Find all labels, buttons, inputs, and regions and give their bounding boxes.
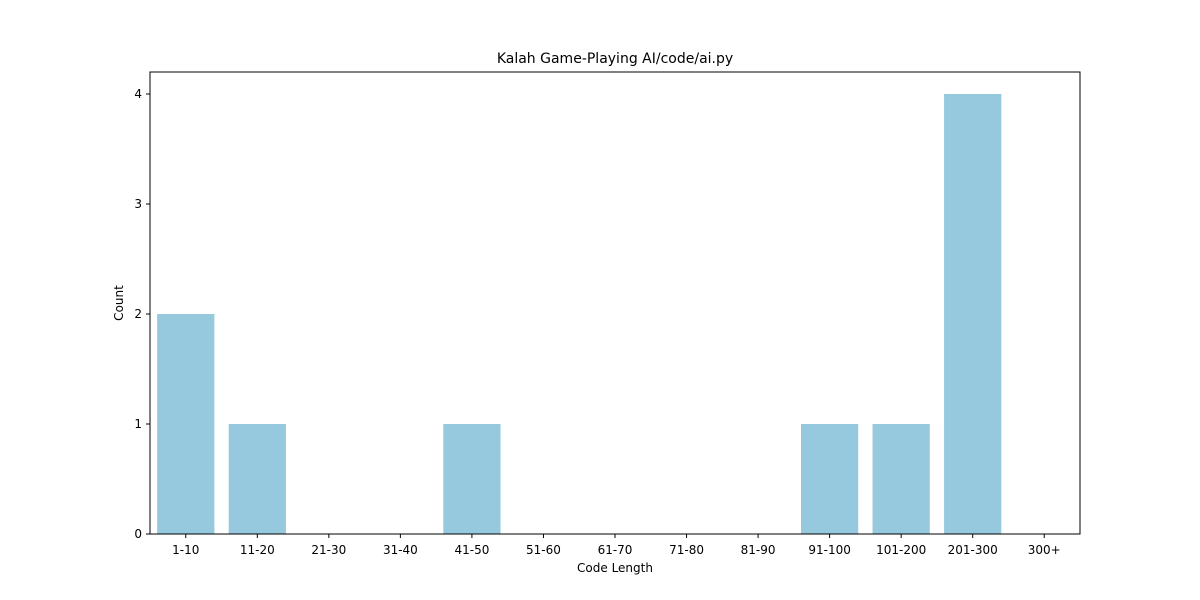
y-axis-label: Count [112,285,126,321]
x-tick-label: 31-40 [383,543,418,557]
bar-1-10 [157,314,215,534]
bar-201-300 [944,94,1002,534]
bars-group [157,94,1002,534]
x-tick-label: 71-80 [669,543,704,557]
x-tick-label: 11-20 [240,543,275,557]
x-axis-ticks: 1-10 11-20 21-30 31-40 41-50 51-60 61-70 71-80 8… [172,534,1061,557]
y-tick-label: 2 [134,307,142,321]
bar-101-200 [872,424,930,534]
x-tick-label: 41-50 [454,543,489,557]
x-tick-label: 201-300 [948,543,998,557]
x-tick-label: 91-100 [808,543,851,557]
x-axis-label: Code Length [577,561,653,575]
x-tick-label: 300+ [1028,543,1061,557]
chart-title: Kalah Game-Playing AI/code/ai.py [497,51,733,67]
x-tick-label: 81-90 [741,543,776,557]
bar-91-100 [801,424,859,534]
y-tick-label: 1 [134,417,142,431]
y-tick-label: 0 [134,527,142,541]
x-tick-label: 21-30 [311,543,346,557]
x-tick-label: 51-60 [526,543,561,557]
bar-11-20 [228,424,286,534]
x-tick-label: 1-10 [172,543,199,557]
y-tick-label: 4 [134,87,142,101]
x-tick-label: 61-70 [598,543,633,557]
y-tick-label: 3 [134,197,142,211]
y-axis-ticks: 0 1 2 3 4 [134,87,150,541]
x-tick-label: 101-200 [876,543,926,557]
plot-area-frame [149,71,1081,535]
bar-41-50 [443,424,501,534]
